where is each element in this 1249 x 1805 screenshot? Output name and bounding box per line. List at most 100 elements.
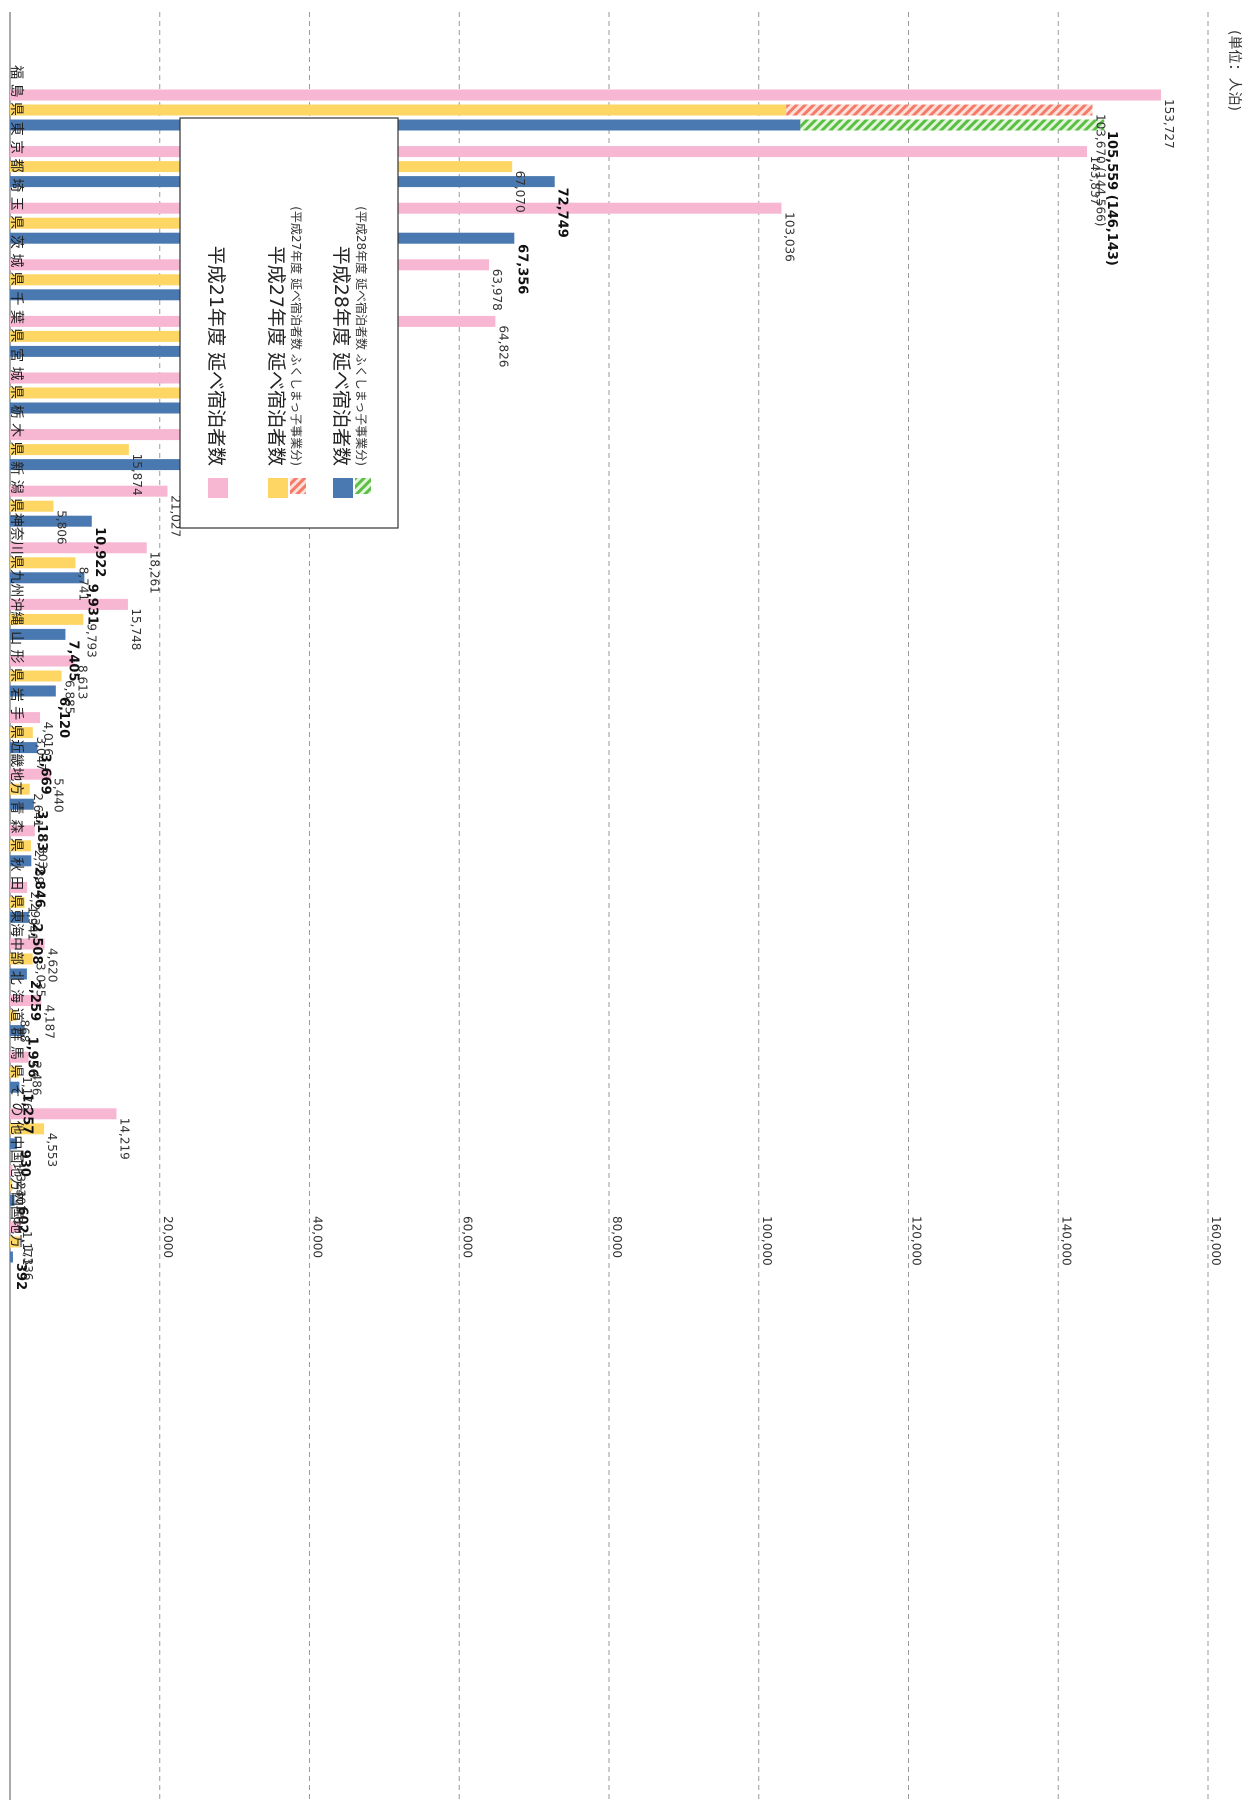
- bar: [10, 655, 75, 667]
- bar: [10, 1025, 25, 1037]
- bar: [10, 444, 129, 456]
- axis-tick-label: 160,000: [1209, 1216, 1223, 1266]
- bar: [10, 1051, 29, 1063]
- value-label: 6,885: [63, 680, 77, 714]
- legend-label: 平成21年度 延べ宿泊者数: [205, 246, 227, 466]
- bar: [10, 387, 204, 399]
- value-label: 143,837: [1088, 156, 1102, 206]
- bar: [10, 1138, 17, 1150]
- value-label: 1,171: [20, 1231, 34, 1265]
- category-label: そ の 他: [8, 1084, 24, 1135]
- bar: [10, 515, 92, 527]
- category-label: 青 森 県: [8, 801, 24, 852]
- bar: [10, 274, 289, 286]
- axis-tick-label: 80,000: [610, 1216, 624, 1258]
- value-label: 4,187: [42, 1005, 56, 1039]
- legend-label: 平成28年度 延べ宿泊者数: [330, 246, 352, 466]
- bar: [10, 1081, 20, 1093]
- bar: [10, 798, 34, 810]
- bar: [10, 1066, 19, 1078]
- legend-swatch: [268, 478, 288, 498]
- bar: [10, 953, 33, 965]
- category-label: 岩 手 県: [8, 688, 24, 739]
- value-label: 1,257: [19, 1093, 34, 1134]
- value-label: 21,027: [168, 495, 182, 537]
- category-label: 福 島 県: [8, 65, 24, 116]
- value-label: 868: [17, 1020, 31, 1043]
- category-label: 神奈川県: [8, 513, 24, 569]
- legend: 平成21年度 延べ宿泊者数 平成27年度 延べ宿泊者数 (平成27年度 延べ宿泊者数…: [179, 117, 399, 529]
- axis-tick-label: 120,000: [910, 1216, 924, 1266]
- value-label: 15,748: [129, 608, 143, 650]
- value-label: 4,553: [45, 1133, 59, 1167]
- value-label: 2,641: [31, 793, 45, 827]
- value-label: 3,303: [36, 835, 50, 869]
- value-label: 2,486: [30, 1061, 44, 1095]
- category-label: 北 海 道: [8, 971, 24, 1022]
- bar: [10, 1179, 13, 1191]
- bar: [10, 146, 1087, 158]
- category-label: 秋 田 県: [8, 857, 24, 908]
- bar: [10, 459, 186, 471]
- bar: [10, 783, 30, 795]
- category-label: 埼 玉 県: [8, 178, 24, 229]
- bar: [10, 429, 223, 441]
- bar: [10, 742, 38, 754]
- category-label: 山 形 県: [8, 631, 24, 682]
- bar: [10, 485, 168, 497]
- value-label: 2,789: [32, 850, 46, 884]
- value-label: 153,727: [1162, 99, 1176, 149]
- legend-sub-swatch: [355, 478, 371, 494]
- value-label: 15,874: [130, 454, 144, 496]
- value-label: 1,336: [21, 1246, 35, 1280]
- legend-box: [179, 117, 399, 529]
- category-label: 群 馬 県: [8, 1027, 24, 1078]
- value-label: 1,176: [20, 1076, 34, 1110]
- value-label: 602: [15, 1206, 30, 1233]
- bar: [10, 881, 28, 893]
- axis-tick-label: 100,000: [760, 1216, 774, 1266]
- value-label: 1,956: [25, 1037, 40, 1078]
- axis-tick-label: 20,000: [161, 1216, 175, 1258]
- bar: [10, 911, 29, 923]
- value-label: 18,261: [148, 552, 162, 594]
- value-label: 67,070: [513, 171, 527, 213]
- value-label: 3,047: [34, 737, 48, 771]
- value-label: 5,440: [52, 778, 66, 812]
- value-label: 930: [17, 1150, 32, 1177]
- bar: [10, 1010, 17, 1022]
- bar: [10, 402, 235, 414]
- value-label: 7,405: [65, 640, 80, 681]
- value-label: 67,356: [514, 244, 529, 294]
- category-label: 茨 城 県: [8, 235, 24, 286]
- legend-label: 平成27年度 延べ宿泊者数: [265, 246, 287, 466]
- value-label: 72,749: [555, 188, 570, 238]
- category-labels: 福 島 県東 京 都埼 玉 県茨 城 県千 葉 県宮 城 県栃 木 県新 潟 県…: [8, 65, 24, 1248]
- bar: [10, 1123, 45, 1135]
- value-label: 3,669: [37, 754, 52, 795]
- value-label: 8,613: [75, 665, 89, 699]
- category-label: 宮 城 県: [8, 348, 24, 399]
- fukushimakko-bar: [800, 119, 1105, 131]
- bar: [10, 500, 54, 512]
- category-label: 新 潟 県: [8, 461, 24, 512]
- bar: [10, 345, 266, 357]
- fukushimakko-bar: [786, 104, 1093, 116]
- value-label: 103,036: [782, 212, 796, 262]
- bar: [10, 542, 147, 554]
- bar: [10, 855, 32, 867]
- bar: [10, 89, 1162, 101]
- value-label: 4,016: [41, 722, 55, 756]
- value-label: 2,259: [27, 980, 42, 1021]
- axis-tick-label: 40,000: [311, 1216, 325, 1258]
- category-label: 近畿地方: [8, 739, 24, 795]
- bar: [10, 712, 41, 724]
- value-label: 6,120: [56, 697, 71, 738]
- value-label: 3,183: [34, 810, 49, 851]
- bar: [10, 572, 85, 584]
- value-label: 10,922: [92, 527, 107, 577]
- value-label: 105,559 (146,143): [1104, 131, 1119, 266]
- legend-sub-swatch: [290, 478, 306, 494]
- axis-tick-label: 60,000: [460, 1216, 474, 1258]
